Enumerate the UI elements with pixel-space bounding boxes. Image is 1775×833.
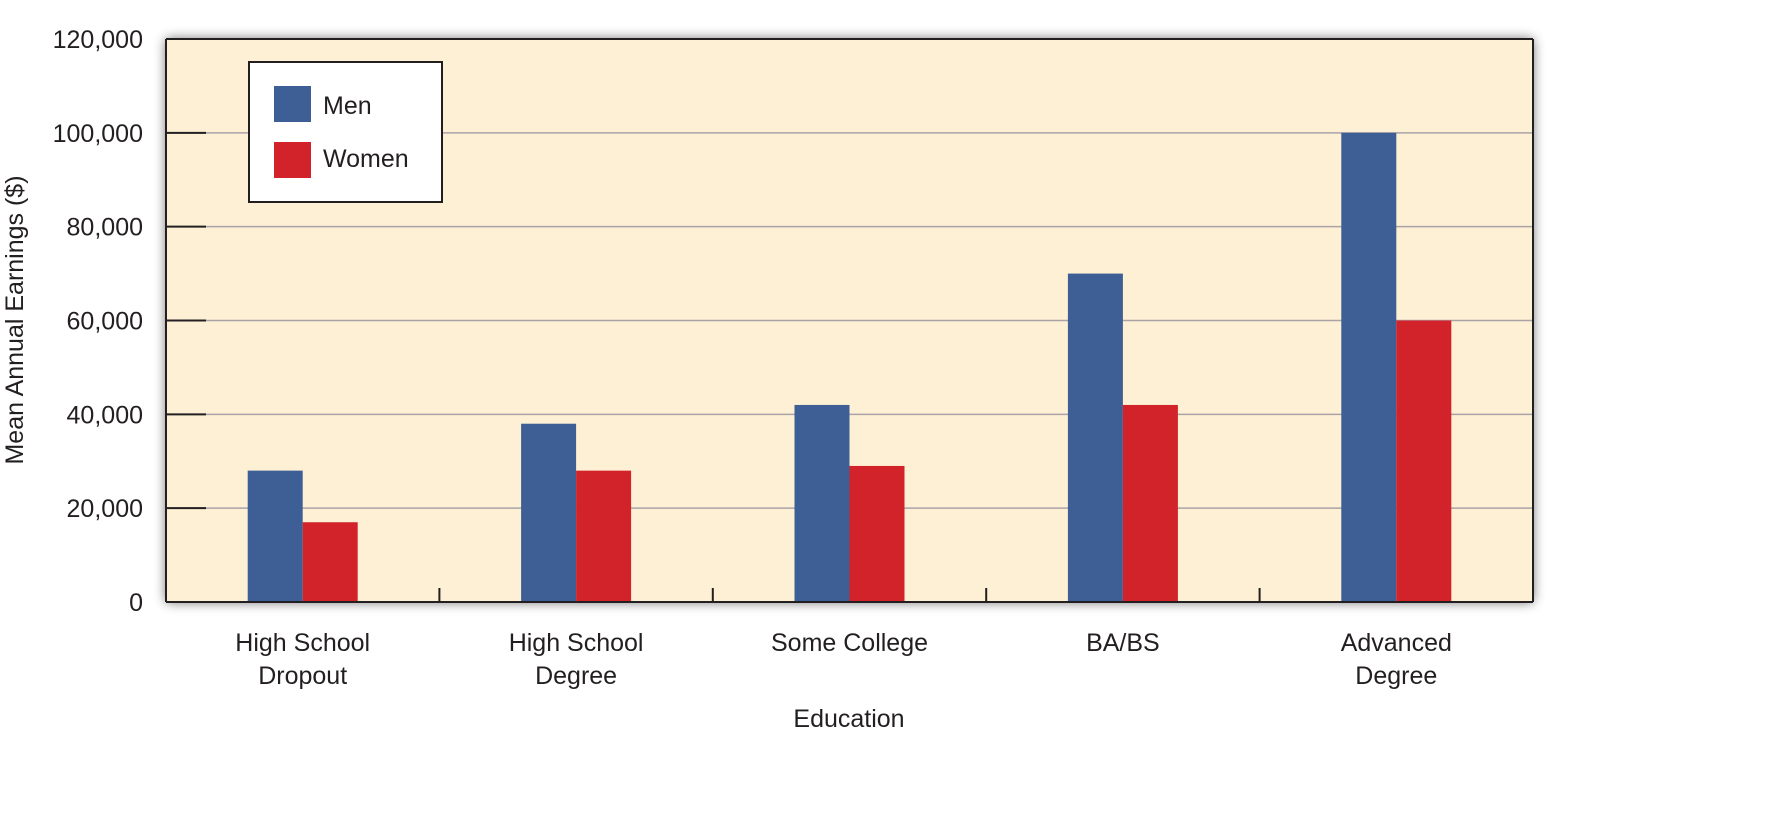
- legend-label-men: Men: [323, 92, 372, 120]
- y-axis-label: Mean Annual Earnings ($): [1, 175, 29, 464]
- legend-box: [248, 61, 443, 203]
- bar-women: [576, 470, 632, 602]
- y-tick-label: 80,000: [67, 214, 143, 242]
- legend-swatch-men: [274, 86, 311, 122]
- y-tick-label: 40,000: [67, 401, 143, 429]
- x-tick-label: BA/BS: [1086, 629, 1160, 657]
- x-axis-label: Education: [793, 705, 904, 733]
- x-tick-label: Some College: [771, 629, 928, 657]
- bar-men: [521, 423, 577, 602]
- x-tick-label: High School: [509, 629, 644, 657]
- bar-men: [794, 404, 850, 602]
- bar-women: [849, 465, 905, 602]
- y-tick-label: 0: [129, 589, 143, 617]
- x-tick-label: Dropout: [258, 662, 347, 690]
- bar-women: [1122, 404, 1178, 602]
- y-tick-label: 120,000: [53, 26, 143, 54]
- bar-men: [1341, 132, 1397, 603]
- y-tick-label: 60,000: [67, 308, 143, 336]
- y-tick-label: 20,000: [67, 495, 143, 523]
- legend-label-women: Women: [323, 145, 409, 173]
- x-tick-label: Degree: [1355, 662, 1437, 690]
- bar-men: [247, 470, 303, 602]
- x-tick-label: Advanced: [1341, 629, 1452, 657]
- bar-men: [1067, 273, 1123, 602]
- legend-swatch-women: [274, 142, 311, 178]
- x-tick-label: High School: [235, 629, 370, 657]
- y-tick-label: 100,000: [53, 120, 143, 148]
- bar-women: [1396, 320, 1452, 602]
- legend: Men Women: [248, 61, 443, 203]
- bar-women: [302, 522, 358, 602]
- x-tick-label: Degree: [535, 662, 617, 690]
